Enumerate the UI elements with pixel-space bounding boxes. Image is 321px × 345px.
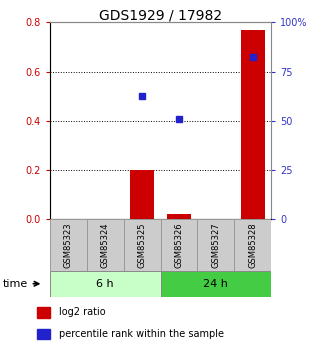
Bar bbox=[37, 329, 50, 339]
Text: percentile rank within the sample: percentile rank within the sample bbox=[59, 329, 224, 339]
Bar bbox=[167, 214, 191, 219]
Text: GDS1929 / 17982: GDS1929 / 17982 bbox=[99, 9, 222, 23]
Text: GSM85327: GSM85327 bbox=[211, 222, 221, 268]
Text: 24 h: 24 h bbox=[204, 279, 228, 289]
Bar bbox=[37, 307, 50, 318]
Bar bbox=[87, 219, 124, 271]
Text: GSM85324: GSM85324 bbox=[100, 222, 110, 268]
Text: GSM85325: GSM85325 bbox=[137, 222, 147, 268]
Text: GSM85326: GSM85326 bbox=[174, 222, 184, 268]
Text: 6 h: 6 h bbox=[96, 279, 114, 289]
Bar bbox=[234, 219, 271, 271]
Text: time: time bbox=[3, 279, 29, 289]
Bar bbox=[160, 219, 197, 271]
Bar bbox=[160, 271, 271, 297]
Bar bbox=[50, 271, 160, 297]
Bar bbox=[197, 219, 234, 271]
Text: log2 ratio: log2 ratio bbox=[59, 307, 106, 317]
Text: GSM85323: GSM85323 bbox=[64, 222, 73, 268]
Bar bbox=[130, 170, 154, 219]
Text: GSM85328: GSM85328 bbox=[248, 222, 257, 268]
Bar bbox=[124, 219, 160, 271]
Bar bbox=[50, 219, 87, 271]
Bar bbox=[241, 30, 265, 219]
